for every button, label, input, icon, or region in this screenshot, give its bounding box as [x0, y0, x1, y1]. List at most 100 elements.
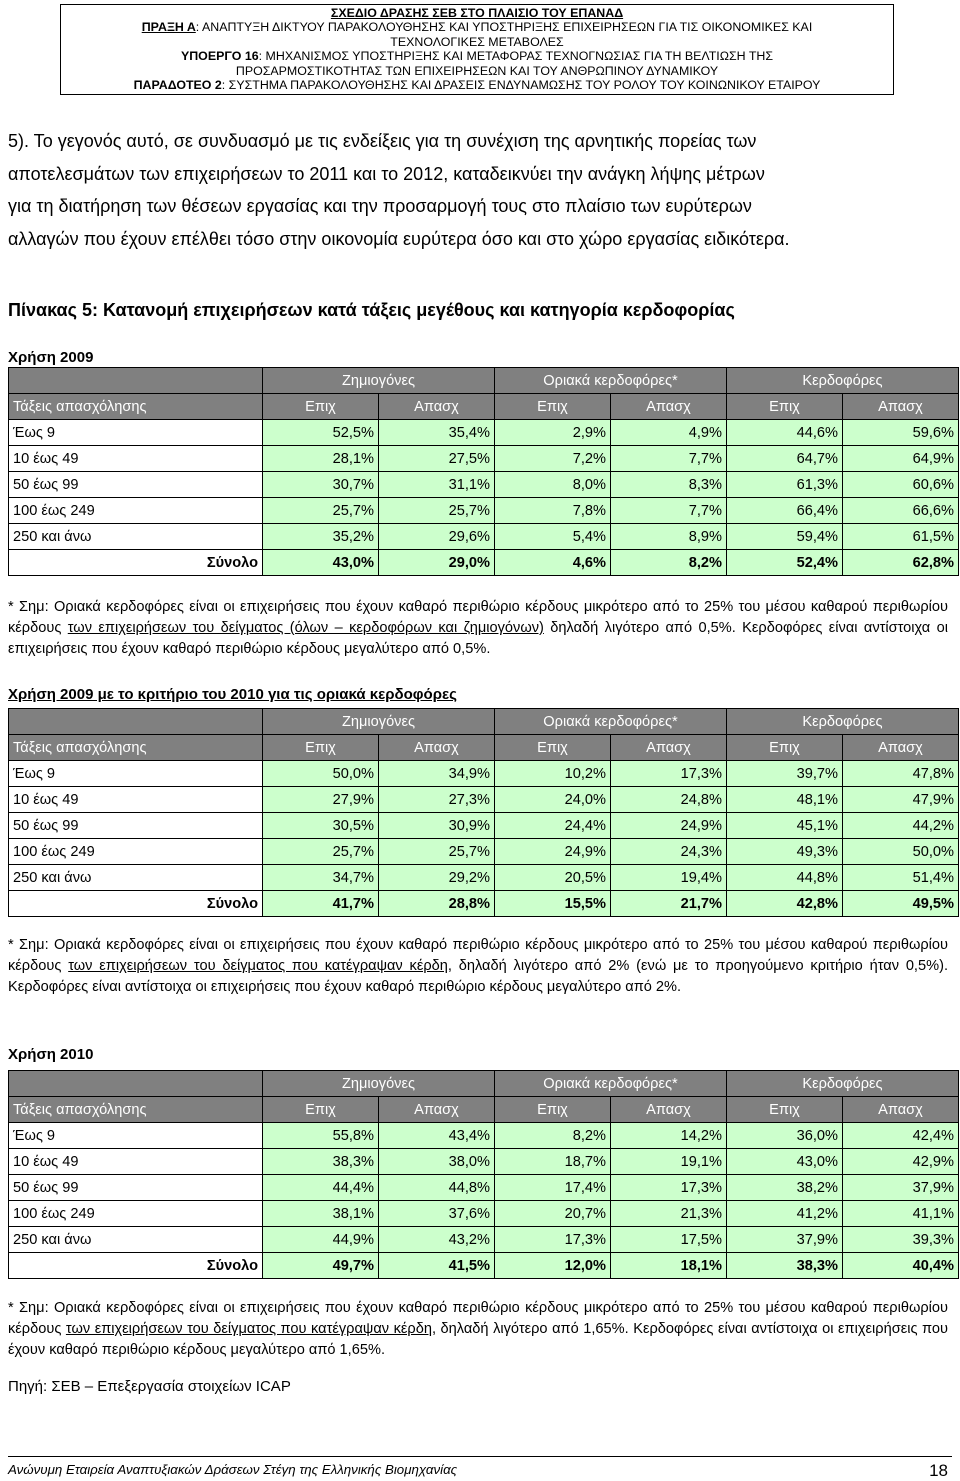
total-label: Σύνολο	[8, 549, 263, 576]
table-row: 50 έως 99 44,4% 44,8% 17,4% 17,3% 38,2% 37,9%	[8, 1174, 959, 1201]
total-value-cell: 15,5%	[494, 890, 611, 917]
value-cell: 7,7%	[610, 497, 727, 524]
intro-line: αλλαγών που έχουν επέλθει τόσο στην οικο…	[8, 228, 790, 249]
row-label: 100 έως 249	[8, 497, 263, 524]
subcolumn-header-cell: Επιχ	[494, 393, 611, 420]
total-value-cell: 40,4%	[842, 1252, 959, 1279]
group-header-cell: Ζημιογόνες	[262, 367, 495, 394]
value-cell: 37,9%	[842, 1174, 959, 1201]
value-cell: 24,4%	[494, 812, 611, 839]
row-label: 10 έως 49	[8, 445, 263, 472]
table-footnote: * Σημ: Οριακά κερδοφόρες είναι οι επιχει…	[8, 937, 948, 995]
empty-cell	[8, 367, 263, 394]
value-cell: 41,1%	[842, 1200, 959, 1227]
value-cell: 52,5%	[262, 419, 379, 446]
table-row: Έως 9 50,0% 34,9% 10,2% 17,3% 39,7% 47,8%	[8, 760, 959, 787]
value-cell: 30,9%	[378, 812, 495, 839]
table-row: 10 έως 49 38,3% 38,0% 18,7% 19,1% 43,0% 42,9%	[8, 1148, 959, 1175]
row-header-cell: Τάξεις απασχόλησης	[8, 734, 263, 761]
subcolumn-header-cell: Επιχ	[262, 393, 379, 420]
value-cell: 25,7%	[262, 838, 379, 865]
value-cell: 44,2%	[842, 812, 959, 839]
group-header-cell: Ζημιογόνες	[262, 1070, 495, 1097]
table-row: 50 έως 99 30,5% 30,9% 24,4% 24,9% 45,1% 44,2%	[8, 812, 959, 839]
value-cell: 25,7%	[378, 497, 495, 524]
total-label: Σύνολο	[8, 1252, 263, 1279]
table-row: 250 και άνω 34,7% 29,2% 20,5% 19,4% 44,8% 51,4…	[8, 864, 959, 891]
value-cell: 17,3%	[494, 1226, 611, 1253]
total-row: Σύνολο 49,7% 41,5% 12,0% 18,1% 38,3% 40,4%	[8, 1252, 959, 1279]
subcolumn-header-cell: Απασχ	[842, 734, 959, 761]
row-label: 100 έως 249	[8, 838, 263, 865]
value-cell: 44,8%	[378, 1174, 495, 1201]
header-line-6: ΠΑΡΑΔΟΤΕΟ 2: ΣΥΣΤΗΜΑ ΠΑΡΑΚΟΛΟΥΘΗΣΗΣ ΚΑΙ …	[133, 78, 821, 93]
table-group-header: Ζημιογόνες Οριακά κερδοφόρες* Κερδοφόρες	[8, 367, 959, 394]
table-row: 250 και άνω 35,2% 29,6% 5,4% 8,9% 59,4% 61,5%	[8, 523, 959, 550]
table-row: 10 έως 49 27,9% 27,3% 24,0% 24,8% 48,1% 47,9%	[8, 786, 959, 813]
value-cell: 30,7%	[262, 471, 379, 498]
value-cell: 25,7%	[262, 497, 379, 524]
value-cell: 20,5%	[494, 864, 611, 891]
data-table: Ζημιογόνες Οριακά κερδοφόρες* Κερδοφόρες Τά…	[8, 1070, 959, 1279]
value-cell: 47,9%	[842, 786, 959, 813]
subcolumn-header-cell: Απασχ	[610, 1096, 727, 1123]
empty-cell	[8, 708, 263, 735]
row-header-cell: Τάξεις απασχόλησης	[8, 1096, 263, 1123]
table-subheader: Τάξεις απασχόλησης Επιχ Απασχ Επιχ Απασχ Επιχ…	[8, 1096, 959, 1123]
value-cell: 17,3%	[610, 760, 727, 787]
total-value-cell: 52,4%	[726, 549, 843, 576]
value-cell: 8,9%	[610, 523, 727, 550]
intro-line: αποτελεσμάτων των επιχειρήσεων το 2011 κ…	[8, 163, 765, 184]
subcolumn-header-cell: Επιχ	[262, 734, 379, 761]
value-cell: 17,5%	[610, 1226, 727, 1253]
table-row: 100 έως 249 25,7% 25,7% 7,8% 7,7% 66,4% 66,6%	[8, 497, 959, 524]
table-row: 100 έως 249 38,1% 37,6% 20,7% 21,3% 41,2% 41,1…	[8, 1200, 959, 1227]
table-row: 10 έως 49 28,1% 27,5% 7,2% 7,7% 64,7% 64,9%	[8, 445, 959, 472]
value-cell: 10,2%	[494, 760, 611, 787]
table-group-header: Ζημιογόνες Οριακά κερδοφόρες* Κερδοφόρες	[8, 708, 959, 735]
table-caption: Χρήση 2009	[8, 349, 94, 366]
header-line-1: ΣΧΕΔΙΟ ΔΡΑΣΗΣ ΣΕΒ ΣΤΟ ΠΛΑΙΣΙΟ ΤΟΥ ΕΠΑΝΑΔ	[330, 6, 624, 20]
row-label: 50 έως 99	[8, 812, 263, 839]
value-cell: 61,5%	[842, 523, 959, 550]
table-caption: Χρήση 2009 με το κριτήριο του 2010 για τ…	[8, 686, 457, 703]
value-cell: 21,3%	[610, 1200, 727, 1227]
subcolumn-header-cell: Επιχ	[494, 734, 611, 761]
value-cell: 7,8%	[494, 497, 611, 524]
subcolumn-header-cell: Απασχ	[378, 734, 495, 761]
group-header-cell: Κερδοφόρες	[726, 367, 959, 394]
value-cell: 36,0%	[726, 1122, 843, 1149]
page-number: 18	[929, 1461, 948, 1480]
value-cell: 42,4%	[842, 1122, 959, 1149]
value-cell: 34,7%	[262, 864, 379, 891]
total-label: Σύνολο	[8, 890, 263, 917]
value-cell: 17,4%	[494, 1174, 611, 1201]
value-cell: 17,3%	[610, 1174, 727, 1201]
footer-text: Ανώνυμη Εταιρεία Αναπτυξιακών Δράσεων Στ…	[8, 1462, 458, 1477]
value-cell: 45,1%	[726, 812, 843, 839]
header-line-3: ΤΕΧΝΟΛΟΓΙΚΕΣ ΜΕΤΑΒΟΛΕΣ	[390, 34, 564, 49]
value-cell: 8,3%	[610, 471, 727, 498]
source-line: Πηγή: ΣΕΒ – Επεξεργασία στοιχείων ICAP	[8, 1378, 291, 1395]
row-label: 50 έως 99	[8, 471, 263, 498]
header-line-5: ΠΡΟΣΑΡΜΟΣΤΙΚΟΤΗΤΑΣ ΤΩΝ ΕΠΙΧΕΙΡΗΣΕΩΝ ΚΑΙ …	[235, 63, 719, 78]
value-cell: 41,2%	[726, 1200, 843, 1227]
group-header-cell: Οριακά κερδοφόρες*	[494, 1070, 727, 1097]
subcolumn-header-cell: Απασχ	[842, 1096, 959, 1123]
value-cell: 44,6%	[726, 419, 843, 446]
total-value-cell: 41,5%	[378, 1252, 495, 1279]
row-label: 10 έως 49	[8, 1148, 263, 1175]
data-table: Ζημιογόνες Οριακά κερδοφόρες* Κερδοφόρες Τά…	[8, 708, 959, 917]
value-cell: 49,3%	[726, 838, 843, 865]
value-cell: 29,2%	[378, 864, 495, 891]
group-header-cell: Οριακά κερδοφόρες*	[494, 367, 727, 394]
total-value-cell: 12,0%	[494, 1252, 611, 1279]
table-title: Πίνακας 5: Κατανομή επιχειρήσεων κατά τά…	[8, 300, 735, 320]
value-cell: 27,5%	[378, 445, 495, 472]
value-cell: 38,3%	[262, 1148, 379, 1175]
value-cell: 43,2%	[378, 1226, 495, 1253]
intro-paragraph: 5). Το γεγονός αυτό, σε συνδυασμό με τις…	[8, 125, 948, 255]
subcolumn-header-cell: Επιχ	[726, 1096, 843, 1123]
total-row: Σύνολο 41,7% 28,8% 15,5% 21,7% 42,8% 49,5%	[8, 890, 959, 917]
value-cell: 19,1%	[610, 1148, 727, 1175]
